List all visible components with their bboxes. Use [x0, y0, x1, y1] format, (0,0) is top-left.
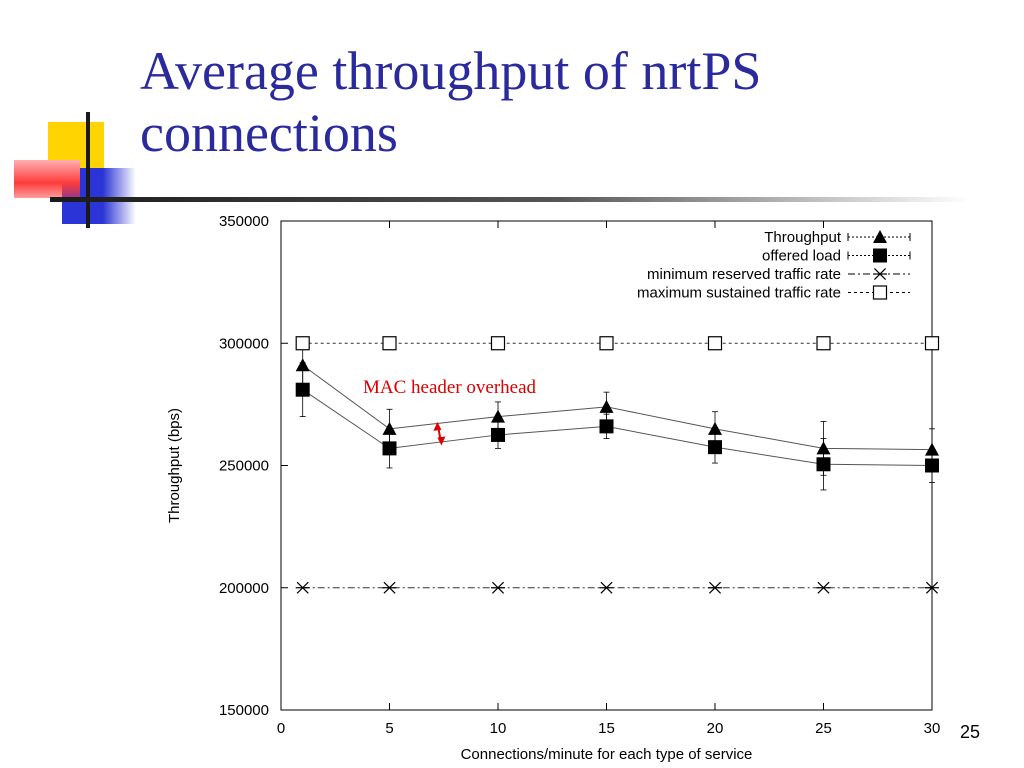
data-point [382, 336, 397, 351]
data-point [925, 581, 939, 594]
y-tick-label: 200000 [219, 580, 269, 597]
legend-label: minimum reserved traffic rate [647, 266, 841, 283]
data-point [707, 336, 723, 351]
x-tick-label: 15 [598, 720, 615, 737]
y-tick-label: 350000 [219, 213, 269, 230]
annotation-arrowhead [433, 421, 442, 431]
x-tick-label: 30 [924, 720, 941, 737]
data-point [599, 399, 614, 413]
data-point [816, 336, 831, 351]
data-point [382, 581, 397, 594]
legend-label: maximum sustained traffic rate [637, 285, 841, 302]
series-1 [295, 362, 939, 491]
annotation-label: MAC header overhead [363, 377, 537, 398]
legend-entry-2 [848, 267, 910, 281]
series-0 [295, 345, 939, 476]
legend-label: offered load [762, 248, 841, 265]
data-point [382, 421, 397, 435]
legend-label: Throughput [764, 229, 842, 246]
y-tick-label: 300000 [219, 335, 269, 352]
x-tick-label: 25 [815, 720, 832, 737]
data-point [295, 581, 310, 594]
y-tick-label: 250000 [219, 458, 269, 475]
legend-marker [873, 267, 887, 281]
data-point [708, 421, 722, 435]
y-tick-label: 150000 [219, 702, 269, 719]
decor-vertical-line [86, 112, 90, 228]
data-point [925, 458, 939, 473]
slide-title: Average throughput of nrtPS connections [140, 41, 762, 163]
x-axis-label: Connections/minute for each type of serv… [461, 746, 753, 763]
legend-marker [873, 230, 887, 243]
x-tick-label: 5 [385, 720, 393, 737]
data-point [491, 581, 505, 594]
data-point [490, 336, 506, 351]
series-2 [295, 581, 939, 594]
legend-entry-3 [848, 285, 910, 300]
data-point [816, 457, 831, 472]
y-axis-label: Throughput (bps) [166, 408, 183, 523]
data-point [599, 336, 614, 351]
data-point [708, 581, 722, 594]
x-tick-label: 20 [707, 720, 724, 737]
data-point [599, 581, 614, 594]
slide-number: 25 [960, 722, 981, 742]
annotation-arrowhead [437, 436, 446, 446]
x-tick-label: 10 [490, 720, 507, 737]
data-point [816, 581, 831, 594]
legend-entry-0 [847, 230, 911, 243]
data-point [924, 336, 940, 351]
data-point [491, 427, 505, 442]
series-3 [295, 336, 940, 351]
title-underline [50, 197, 970, 202]
data-point [708, 440, 722, 455]
data-point [491, 409, 505, 423]
data-point [295, 382, 310, 397]
data-point [599, 419, 614, 434]
x-tick-label: 0 [277, 720, 285, 737]
legend-marker [872, 285, 888, 300]
legend-entry-1 [847, 248, 911, 263]
legend-marker [873, 248, 887, 263]
decor-red-square [14, 160, 80, 198]
data-point [295, 336, 310, 351]
data-point [382, 441, 397, 456]
